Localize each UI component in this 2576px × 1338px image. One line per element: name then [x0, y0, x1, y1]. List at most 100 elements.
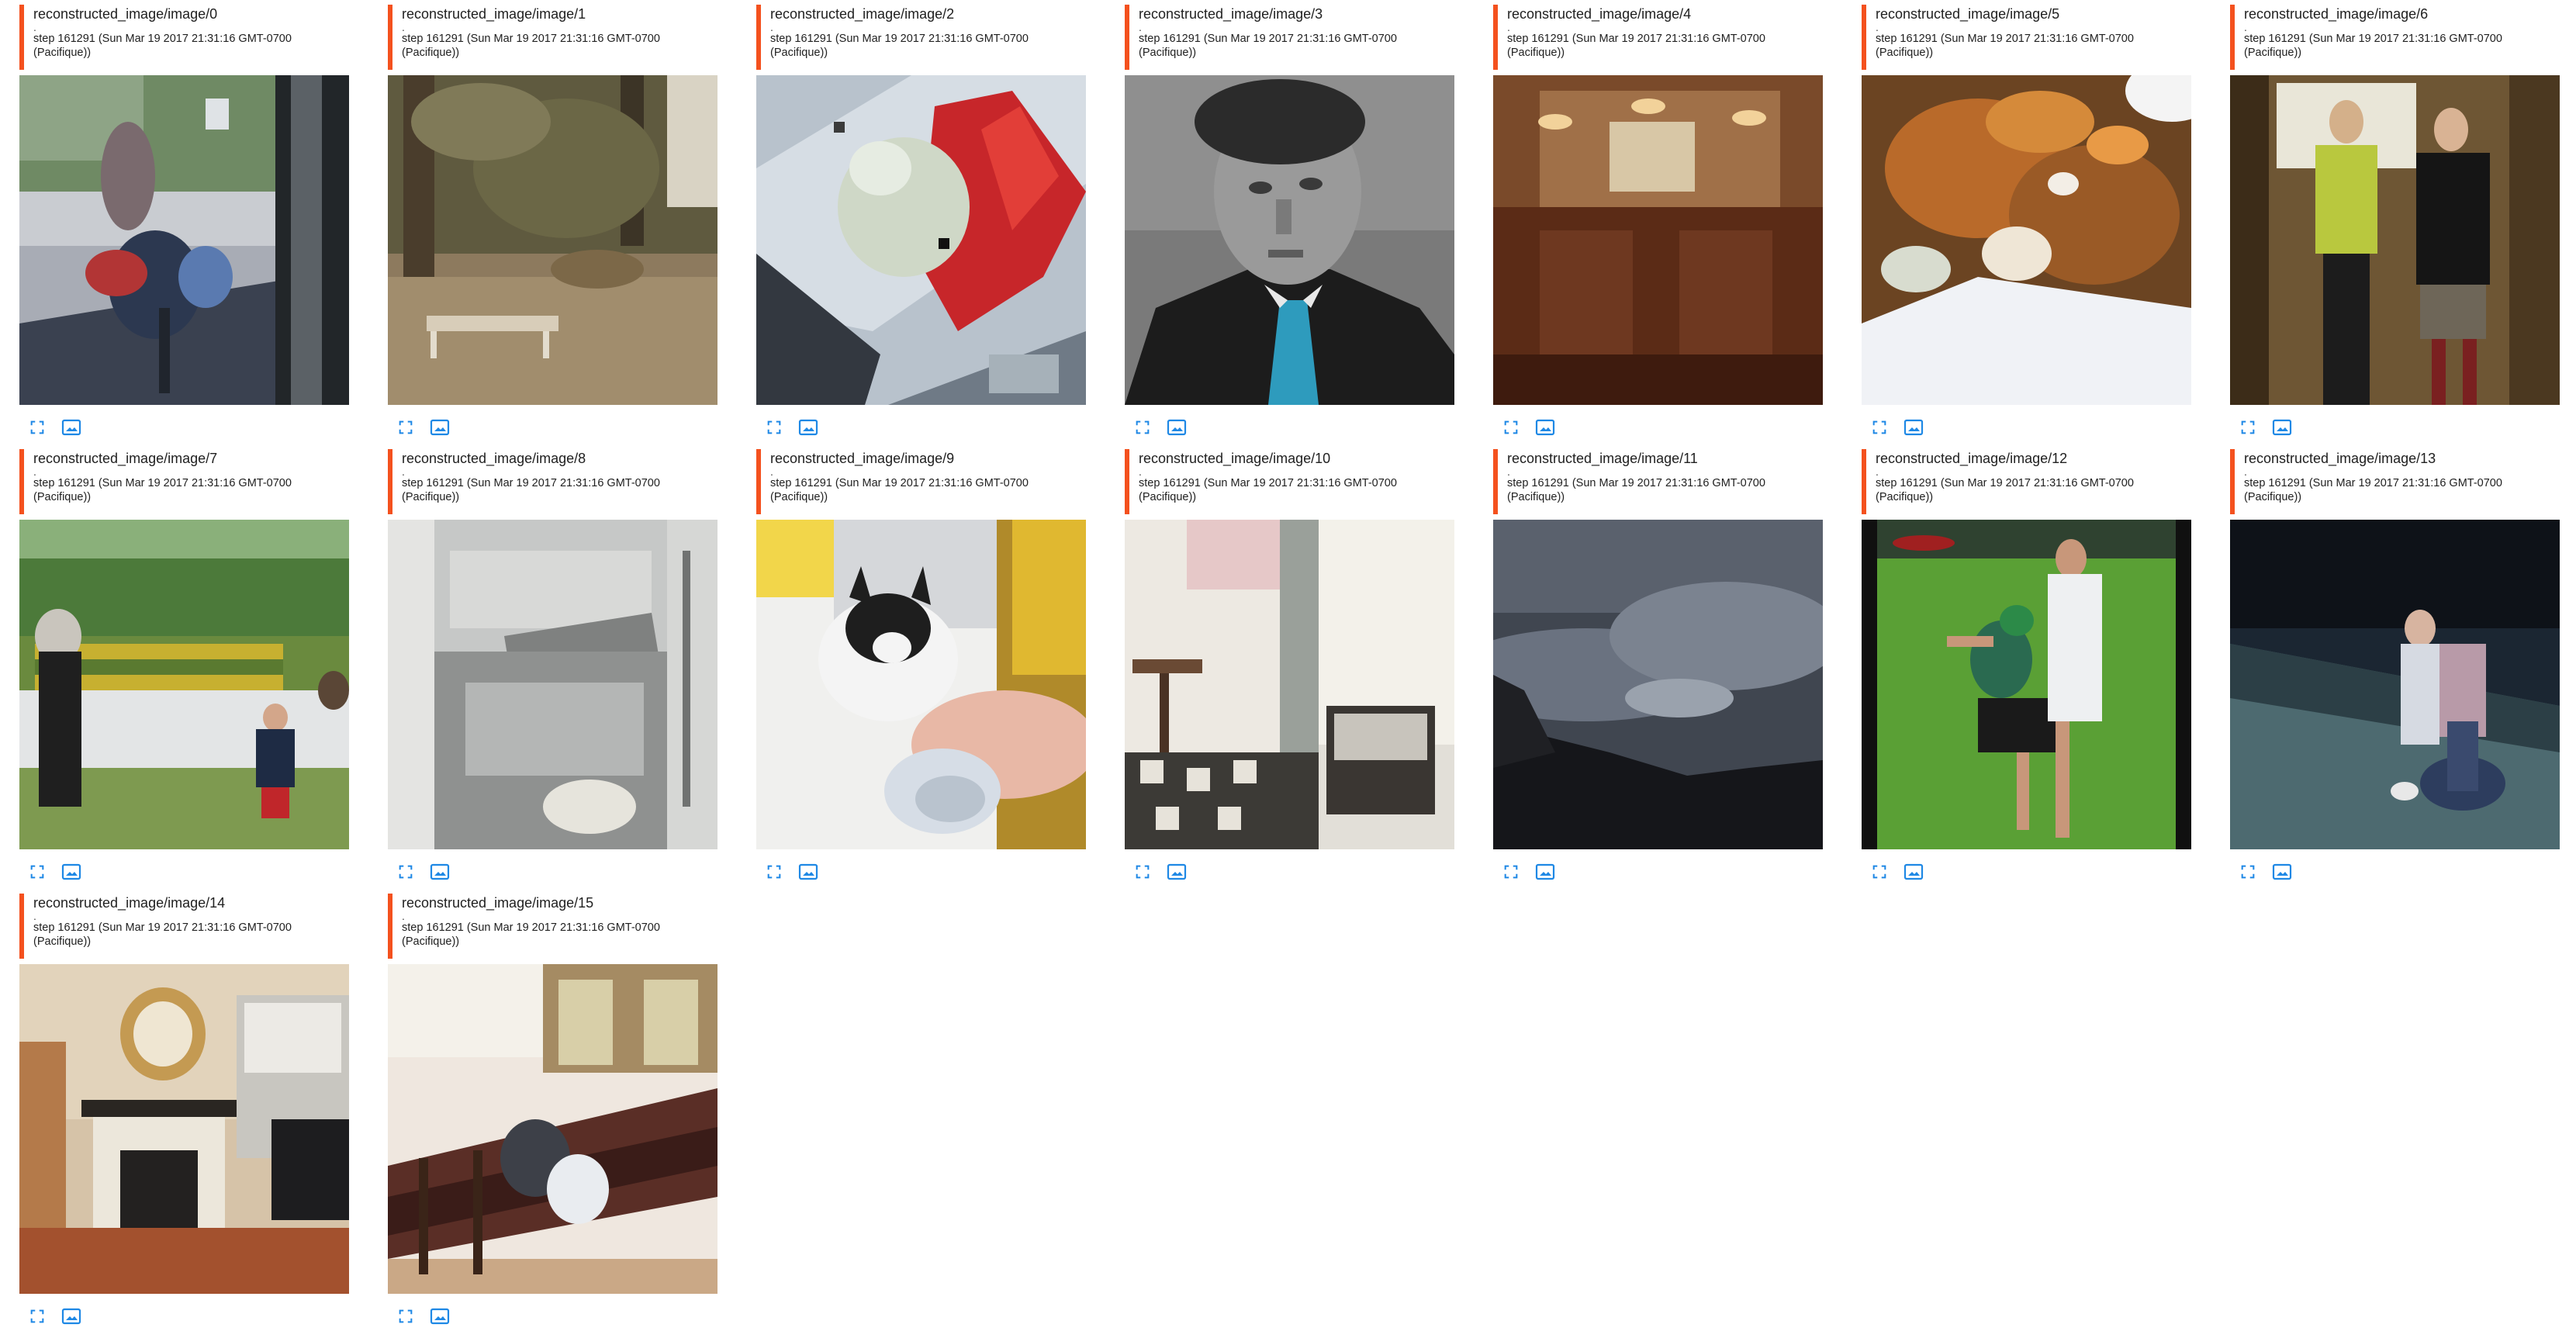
actual-size-button[interactable] — [1167, 417, 1187, 437]
card-controls — [27, 1305, 81, 1328]
image-card-14: reconstructed_image/image/14 . step 1612… — [19, 894, 349, 1338]
image-night — [2230, 520, 2560, 849]
card-title: reconstructed_image/image/4 — [1507, 6, 1692, 22]
card-step-timezone: (Pacifique)) — [1507, 47, 1565, 59]
actual-size-button[interactable] — [430, 1306, 450, 1326]
card-run-dot: . — [402, 910, 405, 922]
actual-size-icon — [430, 419, 450, 436]
image-food — [1862, 75, 2191, 405]
card-run-dot: . — [1876, 21, 1879, 33]
card-run-dot: . — [2244, 465, 2247, 478]
card-step-timezone: (Pacifique)) — [1876, 491, 1934, 503]
reconstructed-image-8[interactable] — [388, 520, 717, 849]
actual-size-button[interactable] — [61, 1306, 81, 1326]
card-run-dot: . — [770, 465, 773, 478]
card-controls — [2238, 860, 2292, 883]
card-title: reconstructed_image/image/1 — [402, 6, 586, 22]
card-header: reconstructed_image/image/8 . step 16129… — [388, 449, 717, 514]
card-step-info: step 161291 (Sun Mar 19 2017 21:31:16 GM… — [2244, 477, 2502, 489]
actual-size-button[interactable] — [430, 417, 450, 437]
card-header: reconstructed_image/image/6 . step 16129… — [2230, 5, 2560, 70]
fullscreen-button[interactable] — [27, 417, 47, 437]
reconstructed-image-4[interactable] — [1493, 75, 1823, 405]
image-portrait — [1125, 75, 1454, 405]
image-forest — [388, 75, 717, 405]
card-header: reconstructed_image/image/5 . step 16129… — [1862, 5, 2191, 70]
fullscreen-button[interactable] — [764, 417, 784, 437]
reconstructed-image-10[interactable] — [1125, 520, 1454, 849]
actual-size-button[interactable] — [798, 417, 818, 437]
fullscreen-button[interactable] — [2238, 417, 2258, 437]
reconstructed-image-5[interactable] — [1862, 75, 2191, 405]
image-field — [1862, 520, 2191, 849]
actual-size-button[interactable] — [2272, 417, 2292, 437]
actual-size-icon — [1167, 863, 1187, 880]
fullscreen-button[interactable] — [396, 1306, 416, 1326]
fullscreen-button[interactable] — [1501, 862, 1521, 882]
fullscreen-button[interactable] — [396, 862, 416, 882]
reconstructed-image-6[interactable] — [2230, 75, 2560, 405]
reconstructed-image-0[interactable] — [19, 75, 349, 405]
reconstructed-image-11[interactable] — [1493, 520, 1823, 849]
actual-size-button[interactable] — [2272, 862, 2292, 882]
card-controls — [396, 416, 450, 439]
card-run-dot: . — [33, 21, 36, 33]
card-step-timezone: (Pacifique)) — [1507, 491, 1565, 503]
card-step-info: step 161291 (Sun Mar 19 2017 21:31:16 GM… — [33, 477, 292, 489]
fullscreen-button[interactable] — [396, 417, 416, 437]
actual-size-button[interactable] — [61, 862, 81, 882]
fullscreen-icon — [1872, 865, 1886, 879]
card-step-info: step 161291 (Sun Mar 19 2017 21:31:16 GM… — [770, 33, 1029, 45]
card-header: reconstructed_image/image/13 . step 1612… — [2230, 449, 2560, 514]
fullscreen-button[interactable] — [1501, 417, 1521, 437]
fullscreen-button[interactable] — [27, 862, 47, 882]
reconstructed-image-15[interactable] — [388, 964, 717, 1294]
card-title: reconstructed_image/image/7 — [33, 451, 218, 466]
fullscreen-button[interactable] — [1132, 417, 1153, 437]
card-step-info: step 161291 (Sun Mar 19 2017 21:31:16 GM… — [1139, 477, 1397, 489]
card-header: reconstructed_image/image/4 . step 16129… — [1493, 5, 1823, 70]
card-title: reconstructed_image/image/12 — [1876, 451, 2068, 466]
card-title: reconstructed_image/image/8 — [402, 451, 586, 466]
fullscreen-button[interactable] — [1869, 862, 1890, 882]
reconstructed-image-12[interactable] — [1862, 520, 2191, 849]
actual-size-button[interactable] — [1903, 862, 1924, 882]
image-card-7: reconstructed_image/image/7 . step 16129… — [19, 449, 349, 894]
fullscreen-button[interactable] — [764, 862, 784, 882]
card-header: reconstructed_image/image/11 . step 1612… — [1493, 449, 1823, 514]
actual-size-button[interactable] — [798, 862, 818, 882]
card-controls — [27, 416, 81, 439]
card-step-info: step 161291 (Sun Mar 19 2017 21:31:16 GM… — [402, 33, 660, 45]
fullscreen-button[interactable] — [1132, 862, 1153, 882]
card-header: reconstructed_image/image/10 . step 1612… — [1125, 449, 1454, 514]
image-card-2: reconstructed_image/image/2 . step 16129… — [756, 5, 1086, 449]
card-run-dot: . — [402, 21, 405, 33]
card-controls — [1132, 416, 1187, 439]
reconstructed-image-9[interactable] — [756, 520, 1086, 849]
fullscreen-icon — [1504, 865, 1518, 879]
actual-size-icon — [1903, 863, 1924, 880]
reconstructed-image-3[interactable] — [1125, 75, 1454, 405]
actual-size-button[interactable] — [1535, 862, 1555, 882]
reconstructed-image-2[interactable] — [756, 75, 1086, 405]
image-storm — [1493, 520, 1823, 849]
actual-size-button[interactable] — [61, 417, 81, 437]
image-card-5: reconstructed_image/image/5 . step 16129… — [1862, 5, 2191, 449]
card-step-info: step 161291 (Sun Mar 19 2017 21:31:16 GM… — [1139, 33, 1397, 45]
actual-size-button[interactable] — [1167, 862, 1187, 882]
image-card-0: reconstructed_image/image/0 . step 16129… — [19, 5, 349, 449]
card-title: reconstructed_image/image/11 — [1507, 451, 1698, 466]
reconstructed-image-14[interactable] — [19, 964, 349, 1294]
reconstructed-image-7[interactable] — [19, 520, 349, 849]
fullscreen-button[interactable] — [1869, 417, 1890, 437]
actual-size-button[interactable] — [1903, 417, 1924, 437]
card-step-info: step 161291 (Sun Mar 19 2017 21:31:16 GM… — [33, 921, 292, 934]
fullscreen-button[interactable] — [2238, 862, 2258, 882]
reconstructed-image-1[interactable] — [388, 75, 717, 405]
image-card-1: reconstructed_image/image/1 . step 16129… — [388, 5, 717, 449]
card-header: reconstructed_image/image/15 . step 1612… — [388, 894, 717, 959]
actual-size-button[interactable] — [1535, 417, 1555, 437]
reconstructed-image-13[interactable] — [2230, 520, 2560, 849]
fullscreen-button[interactable] — [27, 1306, 47, 1326]
actual-size-button[interactable] — [430, 862, 450, 882]
